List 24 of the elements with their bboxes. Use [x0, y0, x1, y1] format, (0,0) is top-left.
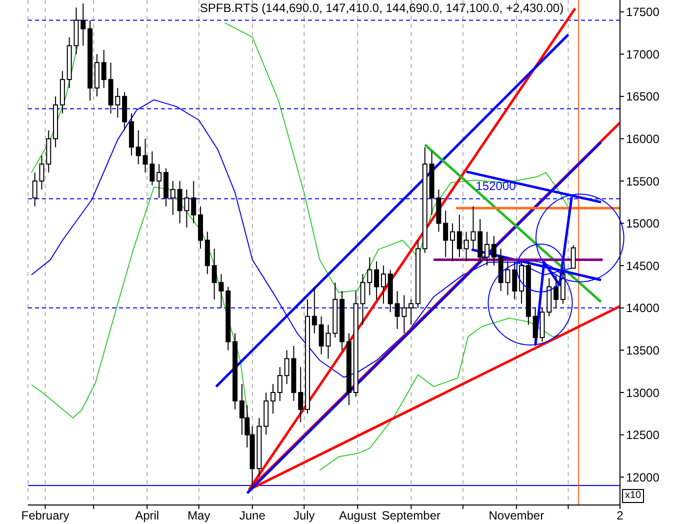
- y-tick-label: 17500: [626, 5, 660, 20]
- x-tick-label: February: [21, 508, 70, 523]
- y-tick-label: 12000: [626, 470, 660, 484]
- x-tick-label: September: [382, 508, 441, 523]
- x-tick-label: July: [293, 508, 315, 523]
- y-tick-label: 17000: [626, 47, 660, 62]
- x-tick-label: May: [188, 508, 210, 523]
- y-tick-label: 15000: [626, 216, 660, 231]
- y-tick-label: 16000: [626, 132, 660, 146]
- y-tick-label: 12500: [626, 428, 660, 442]
- x-tick-label: April: [135, 508, 160, 523]
- y-tick-label: 15500: [626, 174, 660, 188]
- y-tick-label: 16500: [626, 90, 660, 104]
- x-tick-label: June: [239, 508, 266, 523]
- y-tick-label: 14000: [626, 301, 660, 316]
- y-tick-label: 13000: [626, 386, 660, 400]
- y-tick-label: 14500: [626, 258, 660, 273]
- x-tick-label: 2: [616, 508, 624, 523]
- annotation: 152000: [476, 179, 516, 194]
- x-tick-label: November: [488, 508, 544, 523]
- text: x10: [622, 489, 644, 503]
- y-tick-label: 13500: [626, 343, 660, 358]
- x-tick-label: August: [338, 508, 377, 523]
- chart-title: SPFB.RTS (144,690.0, 147,410.0, 144,690.0, 147,100.0, +2,430.00): [200, 1, 564, 15]
